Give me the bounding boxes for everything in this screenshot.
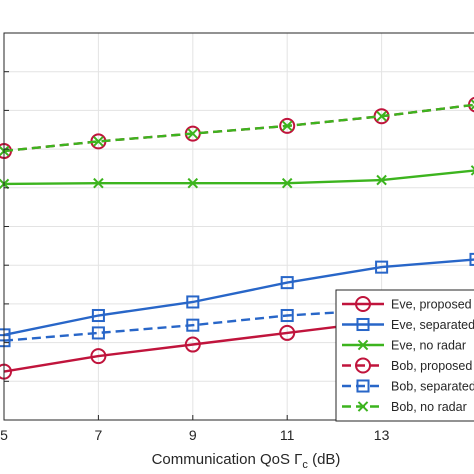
x-axis-title: Communication QoS Γc (dB) [152, 451, 341, 471]
series-5-point-5-stroke-b [470, 105, 474, 110]
x-tick-label-4: 13 [374, 427, 390, 443]
x-axis-title-subscript: c [302, 459, 308, 471]
series-1-point-3 [280, 276, 294, 290]
series-1-point-5 [469, 252, 474, 266]
series-4-point-1 [91, 326, 105, 340]
series-1-point-4 [375, 260, 389, 274]
legend-marker-1 [356, 317, 370, 332]
series-5-point-3-stroke-b [281, 120, 293, 132]
series-0-point-3 [279, 324, 296, 341]
series-2-point-4 [376, 174, 387, 186]
series-2-point-5-stroke-a [470, 165, 474, 170]
legend-box [335, 289, 474, 422]
series-5-point-5-stroke-a [470, 99, 474, 105]
series-2-point-3 [281, 177, 293, 189]
x-tick-label-2: 9 [189, 427, 197, 443]
legend-label-5: Bob, no radar [391, 400, 467, 414]
legend-label-3: Bob, proposed [391, 359, 472, 373]
legend-marker-4 [356, 379, 370, 393]
series-2-line [3, 169, 474, 186]
series-5-point-5 [470, 99, 474, 110]
series-0-point-2 [184, 336, 201, 353]
series-2-point-5-stroke-b [470, 170, 474, 176]
series-5-point-4-stroke-b [376, 110, 387, 122]
series-5-point-2-stroke-b [187, 128, 199, 139]
series-2-point-5 [470, 165, 474, 176]
series-2 [0, 165, 474, 190]
legend-marker-2-stroke-b [357, 339, 369, 351]
tick-layer: 5 7 9 11 13 [0, 71, 390, 443]
series-5-point-1 [93, 136, 104, 147]
x-tick-label-0: 5 [0, 427, 8, 443]
legend: Eve, proposed Eve, separated Eve, no radar… [335, 289, 474, 422]
grid [3, 33, 474, 420]
legend-marker-0 [355, 296, 371, 312]
series-2-point-4-stroke-b [376, 174, 387, 186]
series-2-point-2 [187, 177, 199, 189]
legend-label-2: Eve, no radar [391, 339, 466, 353]
x-axis-title-main: Communication QoS [152, 451, 295, 468]
series-4-point-2 [186, 318, 200, 332]
series-1-point-1 [91, 308, 105, 323]
legend-marker-3 [355, 357, 371, 374]
x-axis-title-symbol: Γ [294, 451, 302, 468]
series-1-line [3, 258, 474, 337]
legend-label-1: Eve, separated [391, 318, 474, 332]
legend-label-0: Eve, proposed [391, 298, 472, 312]
series-5-line [3, 103, 474, 153]
series-2-point-3-stroke-b [281, 177, 293, 189]
legend-marker-5 [357, 401, 369, 412]
legend-marker-5-stroke-b [357, 401, 369, 412]
series-5-point-4 [376, 110, 387, 122]
legend-label-4: Bob, separated [391, 380, 474, 394]
series-0-point-1 [90, 348, 107, 365]
series-1-point-2 [186, 295, 200, 309]
series-4-point-3 [280, 308, 294, 323]
series-2-point-1-stroke-b [93, 177, 104, 189]
series-3-point-3 [279, 117, 296, 134]
x-tick-label-3: 11 [280, 427, 295, 443]
series-5-point-3 [281, 120, 293, 132]
x-tick-label-1: 7 [95, 427, 103, 443]
series-5-point-2 [187, 128, 199, 139]
series-5-point-1-stroke-b [93, 136, 104, 147]
legend-marker-2 [357, 339, 369, 351]
series-2-point-1 [93, 177, 104, 189]
series-2-point-2-stroke-b [187, 177, 199, 189]
x-axis-title-unit: (dB) [308, 451, 341, 468]
